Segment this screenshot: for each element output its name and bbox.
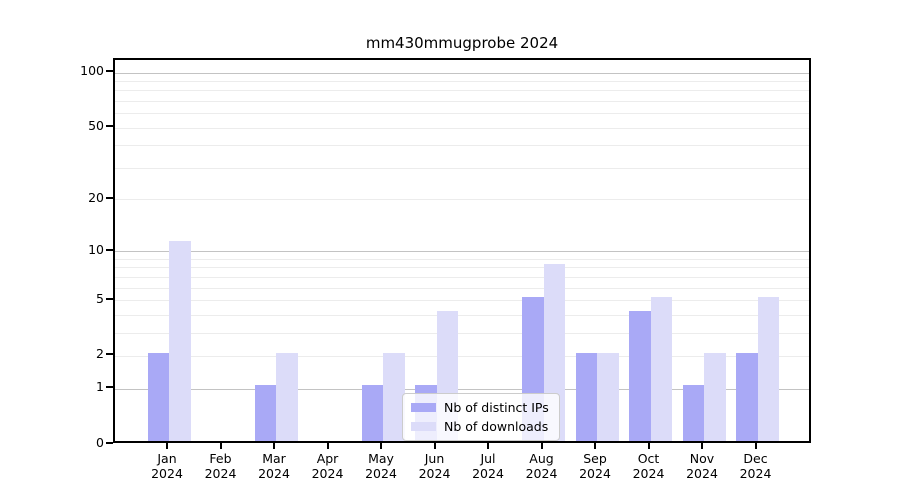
y-tick-mark <box>106 353 113 356</box>
x-tick-label-nov-2024: Nov 2024 <box>686 451 718 481</box>
legend: Nb of distinct IPs Nb of downloads <box>402 393 560 441</box>
y-tick-label-0: 0 <box>96 435 104 450</box>
bar-nov-2024-nb-of-downloads <box>704 352 726 441</box>
gridline-2 <box>115 355 809 357</box>
x-tick-label-mar-2024: Mar 2024 <box>258 451 290 481</box>
y-tick-mark <box>106 386 113 389</box>
bar-nov-2024-nb-of-distinct-ips <box>682 385 704 441</box>
x-tick-mark <box>166 443 168 449</box>
gridline-50 <box>115 127 809 129</box>
bar-mar-2024-nb-of-distinct-ips <box>254 385 276 441</box>
x-tick-label-feb-2024: Feb 2024 <box>204 451 237 481</box>
bar-jan-2024-nb-of-distinct-ips <box>147 352 169 441</box>
bar-mar-2024-nb-of-downloads <box>276 352 298 441</box>
x-tick-label-sep-2024: Sep 2024 <box>579 451 611 481</box>
gridline-80 <box>115 90 809 92</box>
gridline-9 <box>115 259 809 260</box>
x-tick-label-aug-2024: Aug 2024 <box>525 451 558 481</box>
x-tick-label-jan-2024: Jan 2024 <box>151 451 183 481</box>
gridline-10 <box>115 251 809 253</box>
x-tick-mark <box>487 443 489 449</box>
y-tick-label-100: 100 <box>80 63 104 79</box>
gridline-90 <box>115 81 809 83</box>
x-tick-label-jun-2024: Jun 2024 <box>418 451 451 481</box>
y-tick-label-20: 20 <box>88 189 104 205</box>
gridline-30 <box>115 167 809 169</box>
gridline-8 <box>115 267 809 269</box>
bar-oct-2024-nb-of-downloads <box>650 296 672 441</box>
x-tick-mark <box>540 443 543 449</box>
x-tick-mark <box>326 443 329 449</box>
x-tick-mark <box>701 443 703 449</box>
y-tick-mark <box>106 125 113 128</box>
legend-label: Nb of downloads <box>444 419 549 434</box>
bar-may-2024-nb-of-downloads <box>383 352 405 441</box>
bar-sep-2024-nb-of-downloads <box>597 352 619 441</box>
legend-swatch-downloads <box>411 422 436 431</box>
chart-title: mm430mmugprobe 2024 <box>365 34 559 52</box>
plot-area: Nb of distinct IPs Nb of downloads <box>113 58 811 443</box>
y-tick-mark <box>106 196 113 199</box>
gridline-1 <box>115 388 809 390</box>
y-tick-mark <box>106 248 113 251</box>
legend-label: Nb of distinct IPs <box>444 400 549 415</box>
legend-item-distinct-ips: Nb of distinct IPs <box>411 400 549 415</box>
y-tick-mark <box>106 297 113 300</box>
y-tick-mark <box>106 442 113 444</box>
y-tick-label-50: 50 <box>88 118 104 134</box>
legend-item-downloads: Nb of downloads <box>411 419 549 434</box>
gridline-7 <box>115 276 809 278</box>
x-tick-mark <box>647 443 650 449</box>
bar-sep-2024-nb-of-distinct-ips <box>575 352 597 441</box>
x-tick-label-jul-2024: Jul 2024 <box>472 451 504 481</box>
gridline-70 <box>115 101 809 103</box>
bar-may-2024-nb-of-distinct-ips <box>361 385 383 441</box>
y-tick-label-5: 5 <box>96 290 104 306</box>
bar-dec-2024-nb-of-distinct-ips <box>736 352 758 441</box>
x-tick-label-may-2024: May 2024 <box>365 451 397 481</box>
gridline-100 <box>115 72 809 74</box>
bar-jan-2024-nb-of-downloads <box>169 240 191 441</box>
y-tick-label-1: 1 <box>96 379 104 395</box>
y-tick-mark <box>106 70 113 73</box>
gridline-40 <box>115 145 809 147</box>
x-tick-mark <box>754 443 757 449</box>
x-tick-label-dec-2024: Dec 2024 <box>739 451 772 481</box>
x-tick-mark <box>594 443 596 449</box>
legend-swatch-distinct-ips <box>411 403 436 412</box>
x-tick-label-apr-2024: Apr 2024 <box>311 451 344 481</box>
y-tick-label-10: 10 <box>88 241 104 257</box>
x-tick-mark <box>219 443 222 449</box>
x-tick-mark <box>433 443 436 449</box>
y-tick-label-2: 2 <box>96 346 104 362</box>
x-tick-mark <box>273 443 275 449</box>
gridline-6 <box>115 287 809 289</box>
gridline-20 <box>115 199 809 201</box>
gridline-3 <box>115 332 809 334</box>
bar-oct-2024-nb-of-distinct-ips <box>629 311 651 441</box>
bar-dec-2024-nb-of-downloads <box>757 296 779 441</box>
x-tick-label-oct-2024: Oct 2024 <box>632 451 665 481</box>
gridline-60 <box>115 113 809 115</box>
gridline-5 <box>115 300 809 302</box>
gridline-4 <box>115 314 809 316</box>
x-tick-mark <box>380 443 382 449</box>
